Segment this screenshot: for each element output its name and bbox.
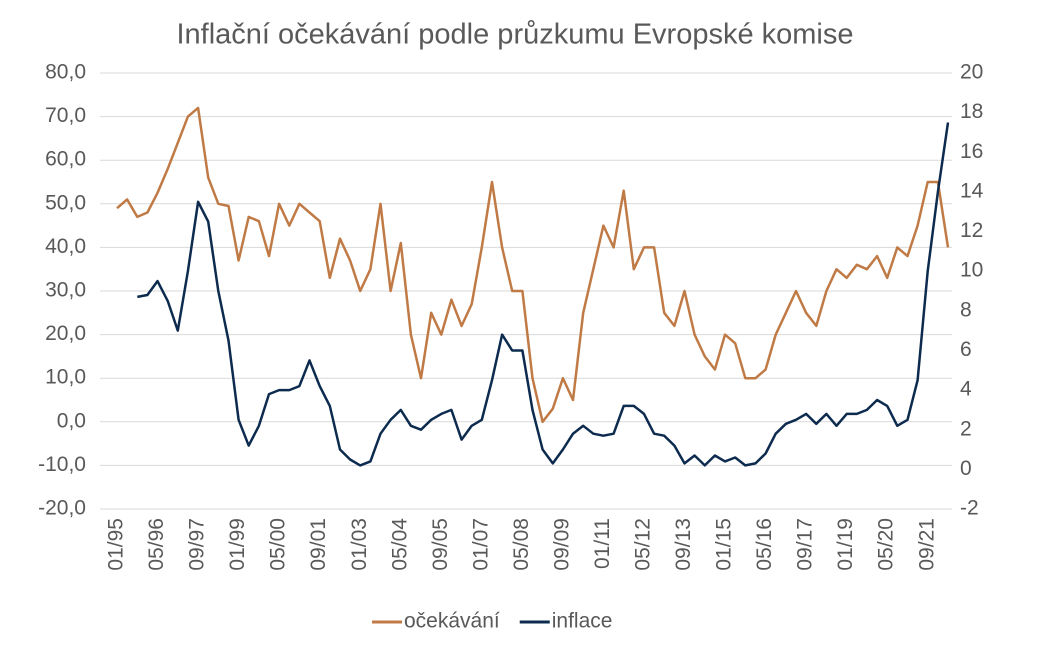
chart-title: Inflační očekávání podle průzkumu Evrops… <box>176 19 853 51</box>
y-tick-label: 70,0 <box>45 104 86 127</box>
y2-tick-label: 10 <box>960 259 983 282</box>
x-tick-label: 01/19 <box>834 518 857 571</box>
y-tick-label: 30,0 <box>45 279 86 302</box>
y-tick-label: 10,0 <box>45 366 86 389</box>
x-tick-label: 01/99 <box>226 518 249 571</box>
y2-tick-label: 20 <box>960 61 983 84</box>
x-tick-label: 05/08 <box>510 518 533 571</box>
x-tick-label: 05/20 <box>875 518 898 571</box>
x-tick-label: 09/01 <box>307 518 330 571</box>
x-tick-label: 05/04 <box>388 518 411 571</box>
y2-tick-label: 14 <box>960 179 984 202</box>
x-tick-label: 09/97 <box>186 518 209 571</box>
x-tick-label: 05/96 <box>145 518 168 571</box>
y2-tick-label: -2 <box>960 497 979 520</box>
x-tick-label: 09/21 <box>915 518 938 571</box>
x-tick-label: 09/17 <box>794 518 817 571</box>
y2-tick-label: 6 <box>960 338 972 361</box>
x-tick-label: 01/03 <box>348 518 371 571</box>
y-tick-label: 50,0 <box>45 191 86 214</box>
series-line <box>116 106 950 424</box>
x-tick-label: 09/13 <box>672 518 695 571</box>
legend-label: očekávání <box>404 610 500 633</box>
y2-tick-label: 16 <box>960 140 983 163</box>
x-tick-label: 05/16 <box>753 518 776 571</box>
y-tick-label: -20,0 <box>38 497 86 520</box>
y2-tick-label: 18 <box>960 100 983 123</box>
x-tick-label: 01/15 <box>713 518 736 571</box>
x-tick-label: 05/00 <box>267 518 290 571</box>
y2-tick-label: 12 <box>960 219 983 242</box>
y-tick-label: 0,0 <box>57 409 86 432</box>
y-tick-label: 20,0 <box>45 322 86 345</box>
series-line <box>137 122 950 467</box>
y2-tick-label: 0 <box>960 457 972 480</box>
y-tick-label: 40,0 <box>45 235 86 258</box>
x-tick-label: 05/12 <box>632 518 655 571</box>
x-tick-label: 01/11 <box>591 518 614 569</box>
x-tick-label: 01/07 <box>469 518 492 571</box>
x-tick-label: 09/05 <box>429 518 452 571</box>
y2-tick-label: 4 <box>960 378 972 401</box>
y2-tick-label: 8 <box>960 298 972 321</box>
x-tick-label: 09/09 <box>550 518 573 571</box>
y-tick-label: 60,0 <box>45 148 86 171</box>
y-tick-label: 80,0 <box>45 61 86 84</box>
x-tick-label: 01/95 <box>105 518 128 571</box>
y2-tick-label: 2 <box>960 417 972 440</box>
y-tick-label: -10,0 <box>38 453 86 476</box>
legend-label: inflace <box>552 610 613 633</box>
